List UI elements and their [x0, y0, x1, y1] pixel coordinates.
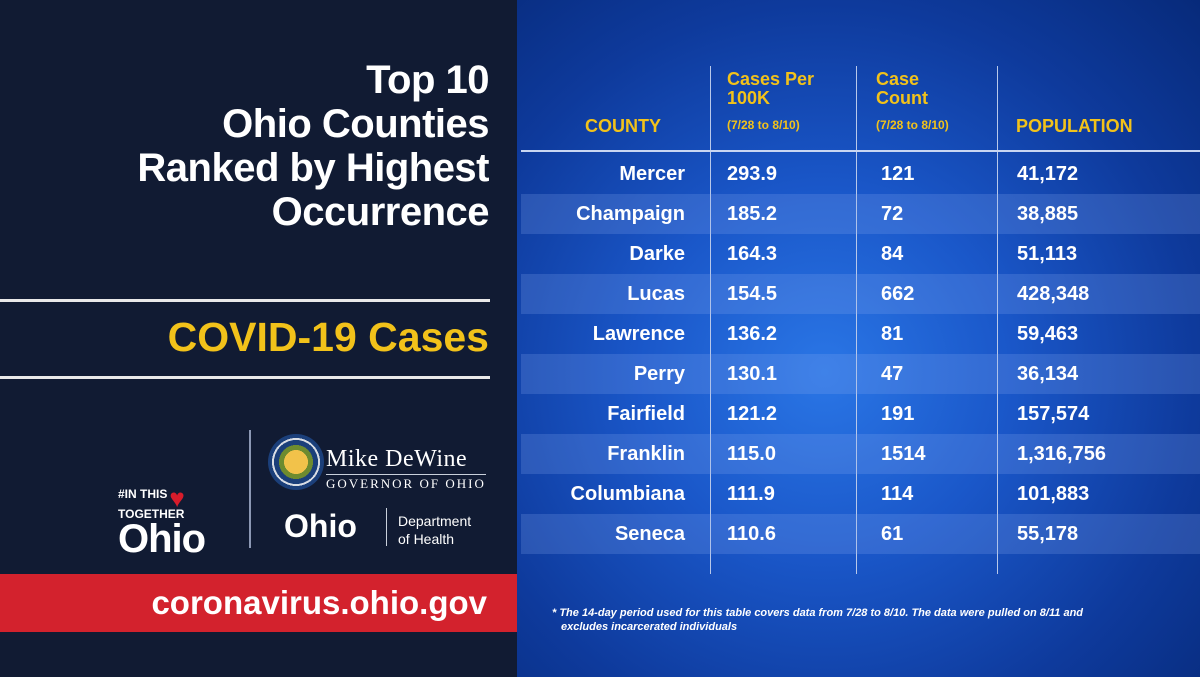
cell-count: 81 [881, 323, 904, 345]
cell-count: 84 [881, 243, 904, 265]
cell-rate: 154.5 [727, 283, 778, 305]
header-period: (7/28 to 8/10) [727, 118, 800, 132]
cell-county: Fairfield [607, 403, 685, 425]
health-divider [386, 508, 387, 546]
health-ohio-wordmark: Ohio [284, 508, 357, 544]
title-line: Occurrence [271, 190, 490, 234]
header-population: POPULATION [1016, 116, 1133, 136]
table-row: Darke 164.3 84 51,113 [521, 234, 1200, 274]
cell-rate: 121.2 [727, 403, 778, 425]
logo-text: #IN THIS [118, 487, 168, 501]
page-title: Top 10 Ohio Counties Ranked by Highest O… [19, 58, 489, 234]
footnote-line: * The 14-day period used for this table … [552, 607, 1084, 619]
cell-count: 72 [881, 203, 904, 225]
table-row: Columbiana 111.9 114 101,883 [521, 474, 1200, 514]
cell-county: Seneca [614, 523, 685, 545]
header-county: COUNTY [585, 116, 661, 136]
cell-population: 1,316,756 [1017, 443, 1106, 465]
header-line: Cases Per [727, 69, 815, 89]
cell-population: 428,348 [1017, 283, 1090, 305]
title-line: Ohio Counties [222, 102, 489, 146]
table-row: Seneca 110.6 61 55,178 [521, 514, 1200, 554]
cell-population: 36,134 [1017, 363, 1079, 385]
logo-text: Ohio [118, 517, 206, 561]
header-line: Case [876, 69, 920, 89]
website-url[interactable]: coronavirus.ohio.gov [151, 584, 487, 621]
header-cases-per-100k: Cases Per 100K (7/28 to 8/10) [727, 70, 814, 133]
table-row: Mercer 293.9 121 41,172 [521, 154, 1200, 194]
cell-population: 41,172 [1017, 163, 1079, 185]
governor-divider [326, 474, 486, 475]
cell-population: 38,885 [1017, 203, 1079, 225]
cell-count: 47 [881, 363, 904, 385]
header-line: Count [876, 88, 928, 108]
heart-icon: ♥ [169, 483, 185, 513]
table-panel [517, 0, 1200, 677]
governor-role: GOVERNOR OF OHIO [326, 476, 486, 491]
cell-county: Mercer [619, 163, 685, 185]
title-line: Top 10 [366, 58, 489, 102]
logo-divider [249, 430, 251, 548]
table-row: Champaign 185.2 72 38,885 [521, 194, 1200, 234]
in-this-together-ohio-logo: #IN THIS♥ TOGETHER Ohio [118, 483, 206, 561]
cell-county: Lawrence [592, 323, 685, 345]
cell-population: 59,463 [1017, 323, 1079, 345]
left-panel: Top 10 Ohio Counties Ranked by Highest O… [0, 0, 517, 677]
cell-count: 191 [881, 403, 915, 425]
cell-rate: 136.2 [727, 323, 778, 345]
header-rule [521, 150, 1200, 152]
table-row: Franklin 115.0 1514 1,316,756 [521, 434, 1200, 474]
divider-bottom [0, 376, 490, 379]
footnote-line: excludes incarcerated individuals [561, 621, 738, 633]
department-of-health-label: Department of Health [398, 512, 471, 548]
column-divider [997, 66, 998, 574]
header-case-count: Case Count (7/28 to 8/10) [876, 70, 949, 133]
cell-population: 51,113 [1017, 243, 1078, 265]
cell-county: Champaign [576, 203, 685, 225]
cell-population: 157,574 [1017, 403, 1090, 425]
table-row: Perry 130.1 47 36,134 [521, 354, 1200, 394]
cell-count: 1514 [881, 443, 926, 465]
header-period: (7/28 to 8/10) [876, 118, 949, 132]
header-line: 100K [727, 88, 771, 108]
cell-rate: 111.9 [727, 483, 775, 505]
cell-rate: 130.1 [727, 363, 778, 385]
subtitle: COVID-19 Cases [167, 314, 489, 360]
cell-count: 114 [881, 483, 914, 505]
cell-county: Perry [633, 363, 685, 385]
column-divider [856, 66, 857, 574]
health-line: of Health [398, 531, 455, 547]
cell-population: 101,883 [1017, 483, 1090, 505]
cell-rate: 164.3 [727, 243, 778, 265]
cell-rate: 110.6 [727, 523, 776, 545]
title-line: Ranked by Highest [137, 146, 489, 190]
cell-count: 662 [881, 283, 915, 305]
cell-rate: 115.0 [727, 443, 776, 465]
cell-rate: 185.2 [727, 203, 778, 225]
ohio-health-logo: Ohio [284, 508, 357, 544]
logo-text: TOGETHER [118, 507, 185, 521]
governor-name: Mike DeWine [326, 446, 468, 472]
table-row: Fairfield 121.2 191 157,574 [521, 394, 1200, 434]
table-row: Lawrence 136.2 81 59,463 [521, 314, 1200, 354]
cell-county: Darke [629, 243, 685, 265]
cell-count: 121 [881, 163, 915, 185]
health-line: Department [398, 513, 472, 529]
divider-top [0, 299, 490, 302]
cell-population: 55,178 [1017, 523, 1079, 545]
cell-county: Lucas [627, 283, 685, 305]
column-divider [710, 66, 711, 574]
cell-county: Columbiana [570, 483, 685, 505]
governor-logo: Mike DeWine GOVERNOR OF OHIO [326, 446, 486, 492]
table-row: Lucas 154.5 662 428,348 [521, 274, 1200, 314]
url-banner [0, 574, 517, 632]
footnote: * The 14-day period used for this table … [552, 606, 1172, 634]
cell-county: Franklin [607, 443, 685, 465]
ohio-seal-icon [268, 434, 324, 490]
cell-count: 61 [881, 523, 904, 545]
cell-rate: 293.9 [727, 163, 778, 185]
